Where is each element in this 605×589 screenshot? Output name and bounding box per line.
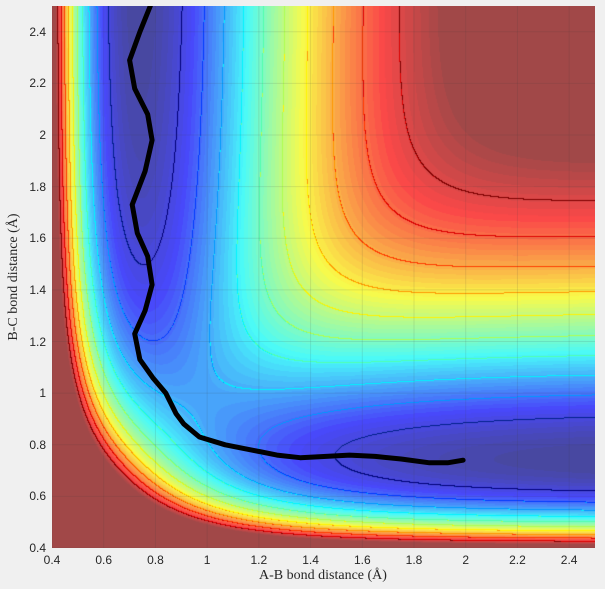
trajectory-line [127,6,466,466]
y-tick-label: 0.4 [29,541,46,555]
x-tick-label: 1.8 [405,553,423,567]
x-tick-label: 1.6 [353,553,371,567]
x-tick-label: 2.4 [560,553,578,567]
x-tick-label: 1 [203,553,211,567]
plot-overlay [52,6,595,548]
y-tick-label: 1.8 [29,179,46,194]
y-tick-label: 0.8 [29,437,46,452]
y-tick-label: 1.4 [29,282,46,297]
y-tick-label: 1 [39,386,46,401]
y-tick-label: 2.2 [29,76,46,91]
plot-area [52,6,595,548]
x-tick-label: 1.2 [250,553,268,567]
y-tick-label: 2 [39,128,46,143]
y-tick-label: 1.6 [29,231,46,246]
y-axis-label: B-C bond distance (Å) [6,213,21,341]
x-axis-label: A-B bond distance (Å) [259,568,387,583]
x-tick-label: 0.4 [43,553,61,567]
y-tick-label: 1.2 [29,334,46,349]
y-tick-label: 2.4 [29,24,46,39]
x-tick-label: 2.2 [509,553,526,567]
y-tick-label: 0.6 [29,489,46,504]
grid-lines [52,6,595,548]
x-tick-label: 0.8 [147,553,164,567]
x-tick-label: 1.4 [302,553,319,567]
x-tick-label: 2 [462,553,470,567]
x-tick-label: 0.6 [95,553,113,567]
